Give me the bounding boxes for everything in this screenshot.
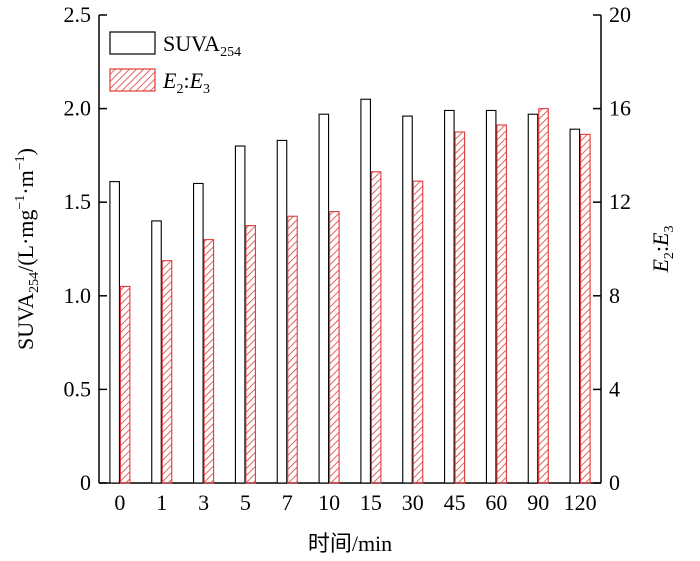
bar-e2e3: [412, 180, 424, 484]
bar-suva254: [444, 109, 455, 484]
bar-e2e3: [538, 108, 549, 484]
x-tick-label: 30: [402, 490, 424, 515]
axes: [98, 15, 602, 484]
x-tick-label: 120: [564, 490, 597, 515]
bar-e2e3: [580, 133, 591, 484]
legend: SUVA254 E2:E3: [109, 31, 241, 97]
bar-suva254: [109, 181, 120, 484]
bar-e2e3: [287, 215, 298, 484]
x-tick-label: 10: [318, 490, 340, 515]
y-axis-left-label: SUVA254/(L·mg−1·m−1): [13, 148, 42, 350]
bar-e2e3: [245, 225, 256, 484]
bar-suva254: [276, 139, 288, 484]
x-tick-label: 0: [114, 490, 125, 515]
x-axis-label: 时间/min: [308, 531, 392, 556]
legend-swatch-suva254: [109, 31, 156, 55]
y-right-tick-label: 12: [609, 189, 631, 214]
y-axis-right-label: E2:E3: [648, 225, 677, 273]
bar-suva254: [402, 115, 413, 484]
bar-e2e3: [329, 211, 340, 484]
x-tick-label: 15: [360, 490, 382, 515]
bar-suva254: [569, 128, 581, 484]
y-left-tick-label: 0: [80, 470, 91, 495]
bar-suva254: [193, 182, 204, 484]
legend-label-e2e3: E2:E3: [162, 68, 210, 97]
bar-suva254: [360, 98, 371, 484]
legend-swatch-e2e3: [109, 68, 156, 92]
axis-labels: 时间/min SUVA254/(L·mg−1·m−1) E2:E3: [13, 148, 677, 556]
bar-e2e3: [454, 131, 466, 484]
bar-suva254: [318, 113, 330, 484]
y-left-tick-label: 0.5: [64, 376, 92, 401]
x-tick-label: 1: [156, 490, 167, 515]
x-tick-label: 3: [198, 490, 209, 515]
bar-e2e3: [203, 239, 215, 484]
y-left-tick-label: 2.5: [64, 2, 92, 27]
y-left-tick-label: 2.0: [64, 96, 92, 121]
x-tick-label: 90: [527, 490, 549, 515]
bars: [109, 98, 591, 484]
x-tick-label: 60: [485, 490, 507, 515]
bar-e2e3: [370, 171, 382, 484]
legend-label-suva254: SUVA254: [163, 31, 241, 60]
bar-e2e3: [119, 285, 131, 484]
y-left-tick-label: 1.0: [64, 283, 92, 308]
x-tick-label: 45: [444, 490, 466, 515]
x-tick-label: 7: [282, 490, 293, 515]
y-left-tick-label: 1.5: [64, 189, 92, 214]
y-right-tick-label: 16: [609, 96, 631, 121]
ticks: 0 0.5 1.0 1.5 2.0 2.5 0 4 8 12 16 20 0 1 3 5 7 10 15 30 45 60…: [64, 2, 632, 515]
y-right-tick-label: 4: [609, 376, 620, 401]
bar-e2e3: [496, 124, 507, 484]
y-right-tick-label: 20: [609, 2, 631, 27]
bar-e2e3: [161, 260, 173, 484]
y-right-tick-label: 8: [609, 283, 620, 308]
y-right-tick-label: 0: [609, 470, 620, 495]
bar-suva254: [485, 109, 497, 484]
bar-suva254: [151, 220, 162, 484]
bar-suva254: [527, 113, 539, 484]
x-tick-label: 5: [240, 490, 251, 515]
bar-suva254: [234, 145, 246, 484]
